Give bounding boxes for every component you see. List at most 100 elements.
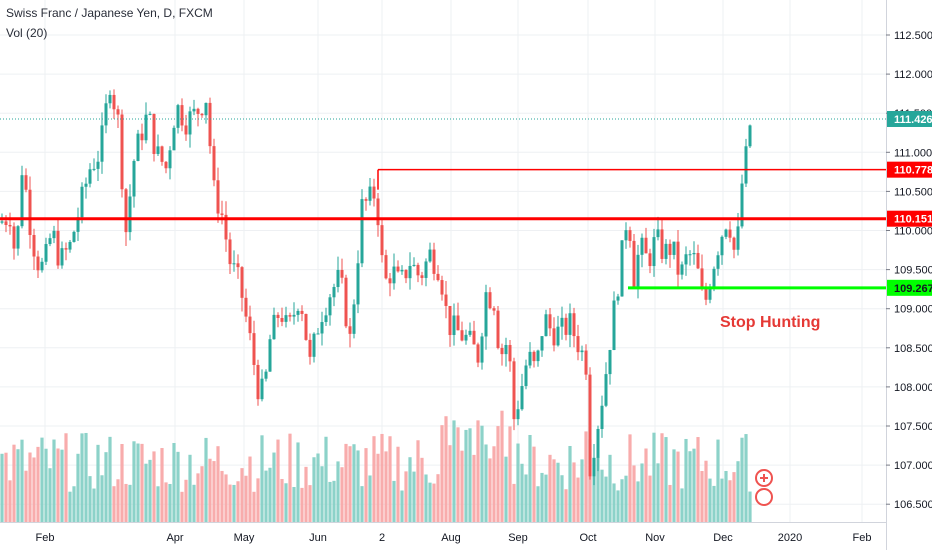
candle-body xyxy=(724,229,728,237)
volume-bar xyxy=(496,426,500,522)
volume-bar xyxy=(144,463,148,522)
chart-title: Swiss Franc / Japanese Yen, D, FXCM xyxy=(6,6,213,20)
x-tick-label: Apr xyxy=(166,532,183,544)
y-tick-label: 109.000 xyxy=(894,304,932,316)
volume-label: Vol (20) xyxy=(6,26,48,40)
candle-body xyxy=(172,127,176,151)
volume-bar xyxy=(616,490,620,522)
volume-bar xyxy=(688,451,692,522)
volume-bar xyxy=(696,437,700,522)
volume-bar xyxy=(584,431,588,522)
candle-body xyxy=(156,146,160,154)
volume-bar xyxy=(416,440,420,522)
candle-body xyxy=(408,265,412,279)
candle-body xyxy=(712,268,716,289)
candle-body xyxy=(400,269,404,272)
candle-body xyxy=(52,230,56,239)
volume-bar xyxy=(4,452,8,522)
candle-body xyxy=(488,292,492,309)
volume-bar xyxy=(488,458,492,522)
candle-body xyxy=(512,361,516,420)
volume-bar xyxy=(332,480,336,522)
candle-body xyxy=(16,226,20,249)
volume-bar xyxy=(160,448,164,522)
volume-bar xyxy=(484,444,488,522)
candle-body xyxy=(652,237,656,267)
x-tick-label: Oct xyxy=(579,532,596,544)
volume-bar xyxy=(164,482,168,522)
candle-body xyxy=(520,386,524,410)
candle-body xyxy=(332,287,336,298)
candle-body xyxy=(552,328,556,346)
volume-bar xyxy=(224,474,228,522)
candle-body xyxy=(376,198,380,226)
price-tag xyxy=(887,210,932,227)
volume-bar xyxy=(580,459,584,522)
candle-body xyxy=(700,268,704,290)
volume-bar xyxy=(420,457,424,522)
volume-bar xyxy=(604,476,608,522)
candle-body xyxy=(236,263,240,268)
candle-body xyxy=(24,175,28,190)
candle-body xyxy=(288,315,292,317)
volume-bar xyxy=(736,461,740,522)
candle-body xyxy=(72,231,76,242)
candle-body xyxy=(404,269,408,279)
volume-bar xyxy=(316,453,320,522)
volume-bar xyxy=(424,474,428,522)
candle-body xyxy=(416,264,420,276)
volume-bar xyxy=(636,481,640,522)
volume-bar xyxy=(356,450,360,522)
candle-body xyxy=(64,248,68,250)
volume-bar xyxy=(344,443,348,522)
volume-bar xyxy=(284,483,288,522)
candle-body xyxy=(536,350,540,362)
volume-bar xyxy=(532,446,536,522)
y-tick-label: 109.500 xyxy=(894,265,932,277)
volume-bar xyxy=(280,478,284,522)
candle-body xyxy=(728,229,732,238)
volume-bar xyxy=(652,432,656,522)
candle-body xyxy=(220,213,224,215)
volume-bar xyxy=(720,478,724,522)
volume-bar xyxy=(440,425,444,522)
volume-bar xyxy=(520,463,524,522)
candle-body xyxy=(312,333,316,357)
volume-bar xyxy=(544,474,548,522)
candle-body xyxy=(264,371,268,379)
candle-body xyxy=(20,175,24,227)
candle-body xyxy=(504,344,508,355)
candle-body xyxy=(272,314,276,340)
volume-bar xyxy=(192,484,196,522)
volume-bar xyxy=(204,437,208,522)
candle-body xyxy=(88,169,92,184)
volume-bar xyxy=(536,486,540,522)
y-tick-label: 110.500 xyxy=(894,186,932,198)
volume-bar xyxy=(364,448,368,522)
volume-bar xyxy=(512,483,516,522)
volume-bar xyxy=(208,458,212,522)
volume-bar xyxy=(340,467,344,522)
candle-body xyxy=(680,264,684,275)
volume-bar xyxy=(320,466,324,522)
candle-body xyxy=(104,103,108,126)
volume-bar xyxy=(32,457,36,522)
candle-body xyxy=(92,168,96,170)
volume-bar xyxy=(648,475,652,522)
candle-body xyxy=(412,264,416,266)
candle-body xyxy=(748,125,752,147)
volume-bar xyxy=(524,474,528,522)
candle-body xyxy=(744,146,748,184)
volume-bar xyxy=(36,446,40,522)
candle-body xyxy=(160,146,164,162)
volume-bar xyxy=(452,420,456,522)
candle-body xyxy=(148,113,152,115)
candle-body xyxy=(544,314,548,337)
volume-bar xyxy=(396,446,400,522)
volume-bar xyxy=(196,473,200,522)
volume-bar xyxy=(184,479,188,522)
candle-body xyxy=(360,199,364,264)
volume-bar xyxy=(112,486,116,522)
